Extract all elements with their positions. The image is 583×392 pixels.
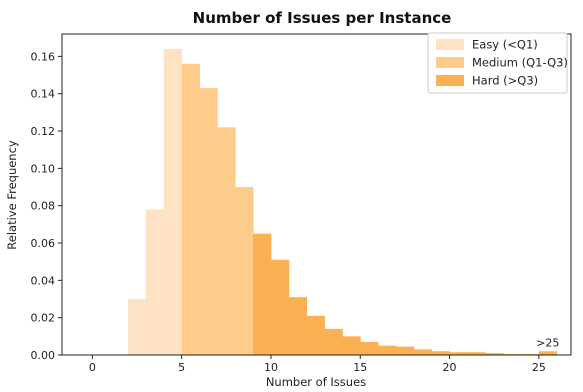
bar-easy-4: [163, 48, 183, 356]
x-tick-label: 0: [89, 361, 96, 374]
y-axis-label: Relative Frequency: [5, 140, 19, 250]
bar-hard-10: [270, 259, 290, 355]
bar-hard-21: [467, 352, 486, 355]
bar-easy-2: [128, 299, 147, 355]
legend-swatch-hard: [436, 75, 464, 86]
y-axis-ticks: 0.00 0.02 0.04 0.06 0.08 0.10 0.12 0.14 0.16: [31, 50, 62, 362]
bar-medium-7: [217, 127, 236, 355]
bar-easy-3: [145, 209, 165, 355]
bar-hard-14: [342, 336, 361, 355]
legend-swatch-easy: [436, 39, 464, 50]
bar-medium-5: [181, 63, 200, 356]
bar-medium-8: [235, 187, 254, 355]
y-tick-label: 0.12: [31, 125, 56, 138]
bars-group: [128, 48, 558, 356]
x-tick-label: 20: [443, 361, 457, 374]
legend-label-easy: Easy (<Q1): [472, 38, 538, 52]
legend-swatch-medium: [436, 57, 464, 68]
bar-hard-25: [538, 351, 558, 355]
y-tick-label: 0.00: [31, 349, 56, 362]
bar-hard-12: [306, 315, 325, 355]
bar-hard-22: [485, 353, 504, 355]
plot-frame: [61, 33, 572, 356]
x-tick-label: 15: [353, 361, 367, 374]
bar-medium-6: [199, 88, 218, 356]
legend: Easy (<Q1) Medium (Q1-Q3) Hard (>Q3): [427, 32, 568, 94]
annotations-group: >25: [536, 336, 559, 349]
bar-hard-20: [449, 352, 468, 355]
y-tick-label: 0.06: [31, 237, 56, 250]
legend-label-hard: Hard (>Q3): [472, 74, 538, 88]
x-tick-label: 5: [178, 361, 185, 374]
bar-hard-18: [413, 349, 433, 355]
x-tick-label: 10: [264, 361, 278, 374]
y-tick-label: 0.02: [31, 312, 56, 325]
bar-hard-19: [431, 351, 450, 355]
bar-hard-11: [288, 297, 308, 355]
y-tick-label: 0.04: [31, 274, 56, 287]
legend-label-medium: Medium (Q1-Q3): [472, 56, 568, 70]
bar-hard-17: [395, 346, 415, 355]
x-axis-label: Number of Issues: [266, 375, 366, 389]
annotation-0: >25: [536, 336, 559, 349]
y-tick-label: 0.16: [31, 50, 56, 63]
y-tick-label: 0.08: [31, 200, 56, 213]
y-tick-label: 0.10: [31, 162, 56, 175]
x-axis-ticks: 0 5 10 15 20 25: [89, 355, 546, 374]
bar-hard-9: [253, 233, 272, 355]
x-tick-label: 25: [532, 361, 546, 374]
bar-hard-15: [360, 341, 379, 355]
chart-title: Number of Issues per Instance: [193, 9, 452, 27]
bar-hard-13: [324, 328, 343, 355]
y-tick-label: 0.14: [31, 88, 56, 101]
bar-hard-16: [378, 345, 397, 355]
